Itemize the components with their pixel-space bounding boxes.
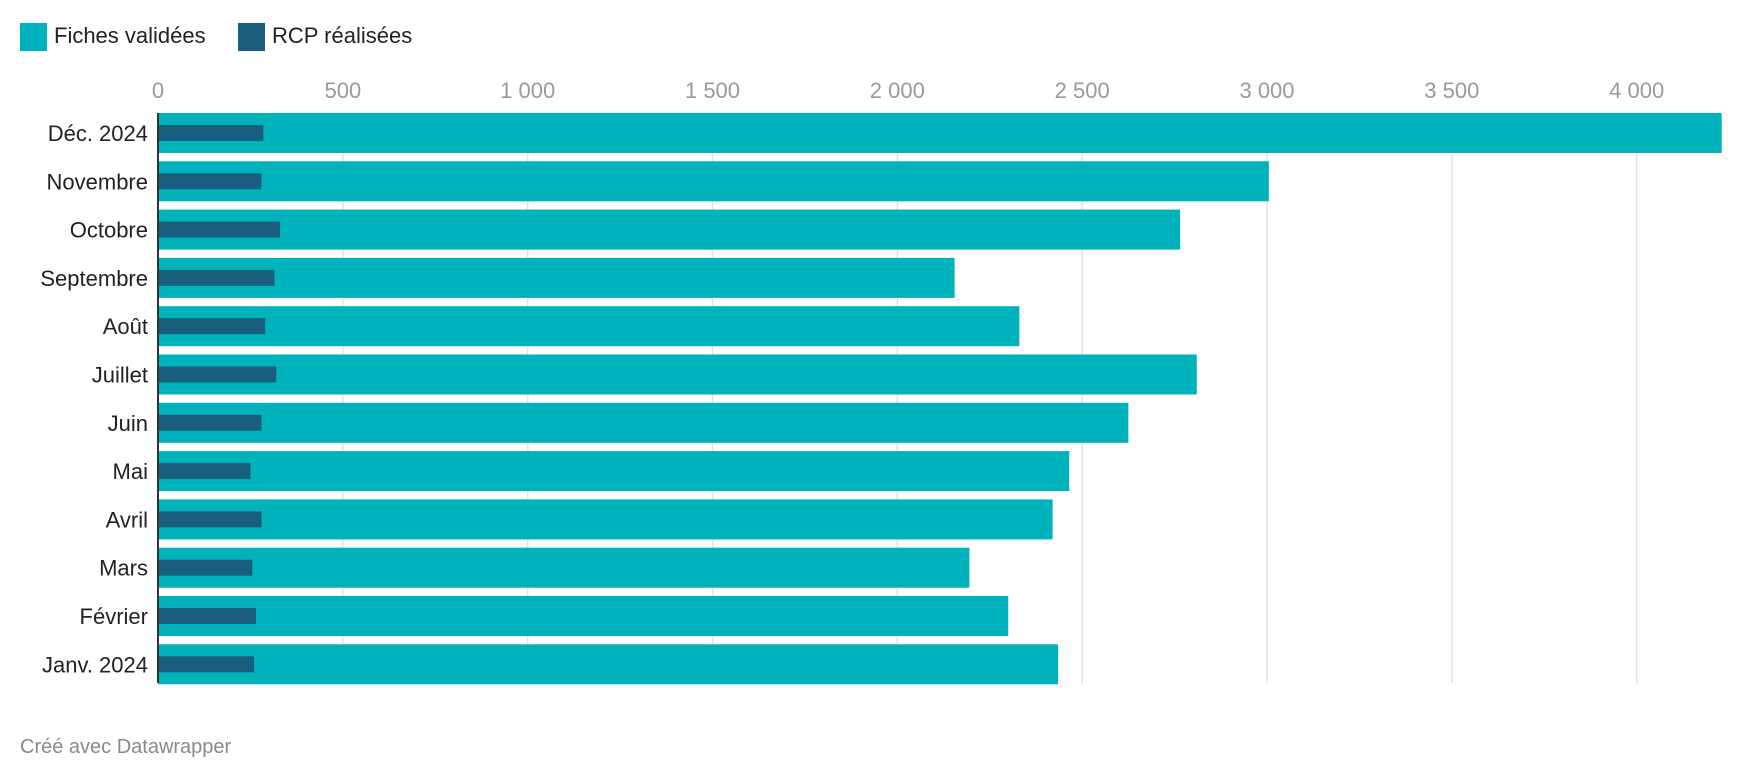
x-tick-label: 3 000 — [1239, 78, 1294, 103]
category-label: Avril — [106, 507, 148, 532]
footer-credit: Créé avec Datawrapper — [20, 736, 232, 758]
category-label: Novembre — [47, 169, 148, 194]
bar-fiches-validees — [158, 354, 1197, 395]
bar-fiches-validees — [158, 209, 1181, 250]
bar-fiches-validees — [158, 547, 970, 588]
legend-swatch-fiches — [20, 23, 47, 51]
bar-rcp-realisees — [158, 269, 275, 286]
bars — [158, 113, 1722, 685]
category-label: Janv. 2024 — [42, 652, 148, 677]
category-label: Septembre — [40, 266, 148, 291]
bar-fiches-validees — [158, 257, 955, 298]
category-label: Juillet — [92, 363, 148, 388]
x-tick-label: 1 000 — [500, 78, 555, 103]
legend-swatch-rcp — [238, 23, 265, 51]
category-labels: Déc. 2024 Novembre Octobre Septembre Août Jui… — [40, 121, 148, 677]
legend: Fiches validées RCP réalisées — [20, 23, 412, 51]
x-tick-label: 4 000 — [1609, 78, 1664, 103]
x-tick-label: 2 000 — [870, 78, 925, 103]
bar-rcp-realisees — [158, 366, 277, 383]
bar-rcp-realisees — [158, 125, 264, 141]
category-label: Août — [103, 314, 148, 339]
bar-fiches-validees — [158, 499, 1053, 540]
gridlines — [342, 113, 1638, 683]
bar-rcp-realisees — [158, 318, 266, 335]
x-axis-ticks: 0 500 1 000 1 500 2 000 2 500 3 000 3 500 4 000 — [152, 78, 1664, 103]
category-label: Mai — [113, 459, 148, 484]
x-tick-label: 2 500 — [1055, 78, 1110, 103]
bar-fiches-validees — [158, 596, 1009, 636]
bar-fiches-validees — [158, 451, 1070, 492]
category-label: Déc. 2024 — [48, 121, 148, 146]
bar-rcp-realisees — [158, 608, 256, 624]
category-label: Octobre — [70, 218, 148, 243]
x-tick-label: 1 500 — [685, 78, 740, 103]
x-tick-label: 500 — [324, 78, 361, 103]
legend-label-fiches: Fiches validées — [54, 23, 206, 48]
bar-fiches-validees — [158, 402, 1129, 443]
bar-fiches-validees — [158, 161, 1269, 202]
category-label: Mars — [99, 556, 148, 581]
x-tick-label: 0 — [152, 78, 164, 103]
bar-rcp-realisees — [158, 656, 255, 673]
bar-rcp-realisees — [158, 463, 251, 480]
bar-fiches-validees — [158, 113, 1722, 153]
bar-rcp-realisees — [158, 221, 280, 238]
bar-rcp-realisees — [158, 559, 253, 576]
x-tick-label: 3 500 — [1424, 78, 1479, 103]
legend-label-rcp: RCP réalisées — [272, 23, 412, 48]
bar-rcp-realisees — [158, 414, 262, 431]
bar-fiches-validees — [158, 644, 1059, 685]
category-label: Février — [80, 604, 148, 629]
bar-rcp-realisees — [158, 173, 262, 190]
bar-fiches-validees — [158, 306, 1020, 347]
bar-rcp-realisees — [158, 511, 262, 528]
category-label: Juin — [108, 411, 148, 436]
